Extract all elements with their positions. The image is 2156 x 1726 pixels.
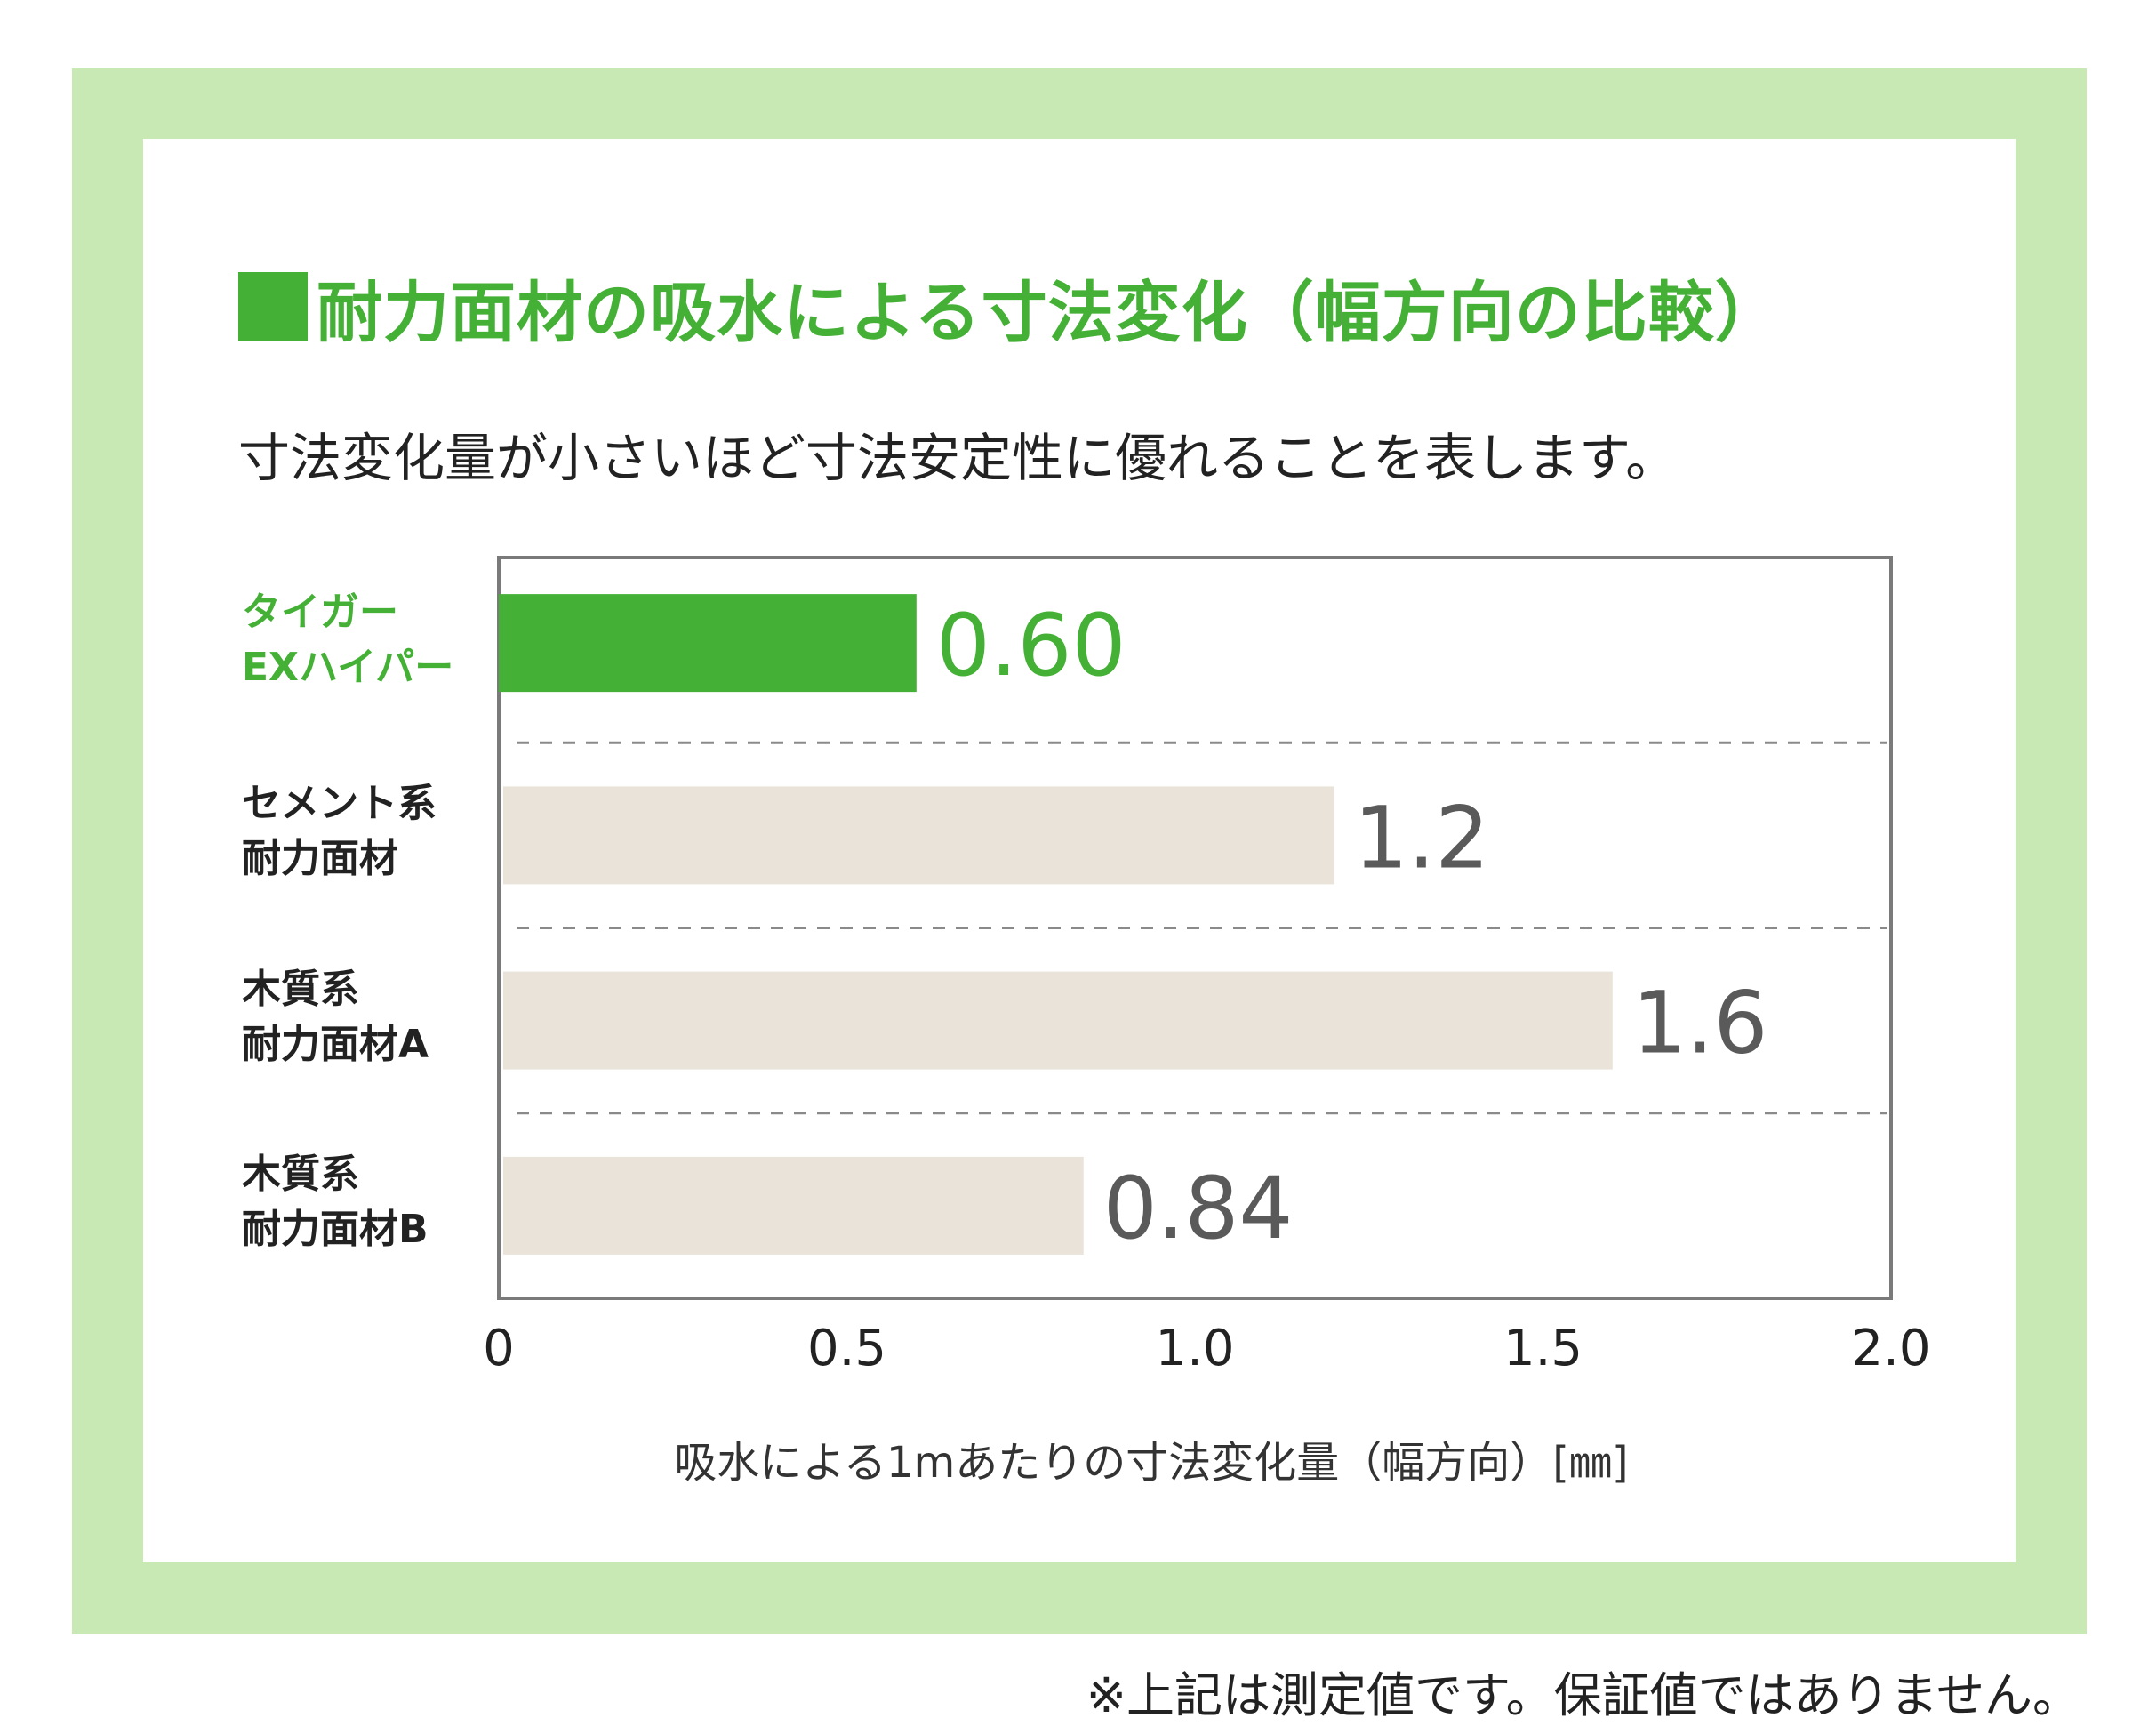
category-label-0: タイガー EXハイパー <box>242 585 500 695</box>
category-label-3: 木質系 耐力面材B <box>242 1147 500 1257</box>
bar-3 <box>503 1156 1084 1255</box>
category-label-0-line-1: タイガー <box>242 590 398 635</box>
category-label-1-line-2: 耐力面材 <box>242 836 398 881</box>
category-label-3-line-2: 耐力面材B <box>242 1207 429 1252</box>
bar-value-label-0: 0.60 <box>936 596 1126 695</box>
category-label-1: セメント系 耐力面材 <box>242 776 500 887</box>
chart-subtitle: 寸法変化量が小さいほど寸法安定性に優れることを表します。 <box>238 428 1678 488</box>
x-axis-label: 吸水による1mあたりの寸法変化量（幅方向）[㎜] <box>674 1438 1629 1488</box>
bar-0 <box>499 594 917 693</box>
x-tick-label-4: 2.0 <box>1851 1320 1930 1377</box>
chart-title: 耐力面材の吸水による寸法変化（幅方向の比較） <box>317 274 1782 351</box>
bar-value-label-3: 0.84 <box>1103 1159 1294 1258</box>
x-tick-label-2: 1.0 <box>1155 1320 1234 1377</box>
x-tick-label-1: 0.5 <box>807 1320 886 1377</box>
bar-1 <box>503 786 1334 885</box>
category-label-2-line-1: 木質系 <box>242 967 359 1012</box>
category-label-2-line-2: 耐力面材A <box>242 1022 429 1067</box>
chart-title-row: 耐力面材の吸水による寸法変化（幅方向の比較） <box>238 258 1782 356</box>
category-label-0-line-2: EXハイパー <box>242 645 454 690</box>
footnote: ※上記は測定値です。保証値ではありません。 <box>1086 1667 2080 1723</box>
x-tick-label-3: 1.5 <box>1503 1320 1583 1377</box>
category-label-2: 木質系 耐力面材A <box>242 962 500 1072</box>
bar-value-label-1: 1.2 <box>1354 788 1490 887</box>
bar-2 <box>503 971 1613 1070</box>
bar-value-label-2: 1.6 <box>1632 974 1768 1073</box>
category-label-1-line-1: セメント系 <box>242 781 437 826</box>
plot-frame <box>497 556 1893 1300</box>
category-label-3-line-1: 木質系 <box>242 1152 359 1197</box>
title-square-icon <box>238 272 308 341</box>
x-tick-label-0: 0 <box>483 1320 515 1377</box>
